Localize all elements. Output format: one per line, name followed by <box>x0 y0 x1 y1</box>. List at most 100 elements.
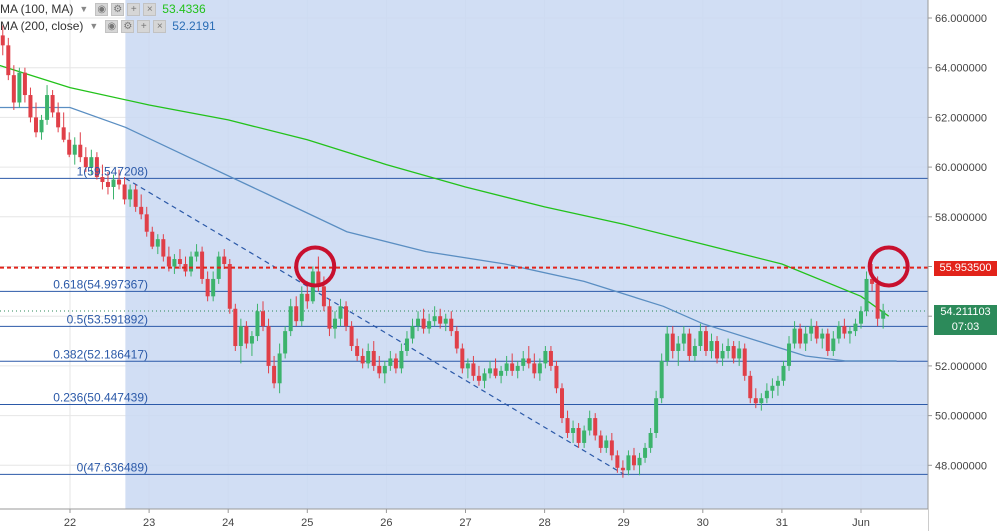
candle-body <box>753 398 758 404</box>
candle-body <box>543 350 548 364</box>
eye-icon[interactable]: ◉ <box>105 19 119 33</box>
candle-body <box>105 182 110 187</box>
candle-body <box>382 365 387 374</box>
time-axis-label: 25 <box>301 517 313 529</box>
candle-body <box>89 157 94 168</box>
add-icon[interactable]: + <box>137 19 151 33</box>
candle-body <box>172 259 177 267</box>
candle-body <box>72 144 77 155</box>
candle-body <box>404 338 409 351</box>
candle-body <box>111 179 116 187</box>
candle-body <box>344 306 349 327</box>
candle-body <box>61 127 66 140</box>
candle-body <box>515 365 520 371</box>
time-axis-label: 22 <box>64 517 76 529</box>
candle-body <box>194 251 199 257</box>
candle-body <box>703 331 708 351</box>
time-axis-panel <box>0 509 928 531</box>
candle-body <box>648 432 653 448</box>
time-axis-label: 28 <box>538 517 550 529</box>
candle-body <box>266 326 271 366</box>
close-icon[interactable]: × <box>153 19 167 33</box>
price-axis-label: 48.000000 <box>935 460 987 472</box>
close-icon[interactable]: × <box>143 2 157 16</box>
settings-icon[interactable]: ⚙ <box>121 19 135 33</box>
candle-body <box>327 306 332 329</box>
candle-body <box>283 331 288 354</box>
candle-body <box>438 316 443 324</box>
candle-body <box>488 368 493 374</box>
candle-body <box>853 323 858 332</box>
candle-body <box>355 346 360 356</box>
settings-icon[interactable]: ⚙ <box>111 2 125 16</box>
candle-body <box>305 293 310 302</box>
candle-body <box>742 348 747 376</box>
candle-body <box>643 447 648 458</box>
price-axis-label: 66.000000 <box>935 13 987 25</box>
candle-body <box>94 157 99 178</box>
candle-body <box>100 177 105 183</box>
candle-body <box>316 271 321 287</box>
candle-body <box>775 380 780 386</box>
candle-body <box>499 370 504 376</box>
candle-body <box>277 353 282 384</box>
candle-body <box>582 430 587 443</box>
candle-body <box>471 363 476 376</box>
fibonacci-label: 0.236(50.447439) <box>53 390 148 404</box>
candle-body <box>432 316 437 322</box>
candle-body <box>620 467 625 471</box>
highlight-circle <box>294 245 337 288</box>
resistance-price-tag: 55.953500 <box>934 261 997 276</box>
candle-body <box>321 286 326 307</box>
price-axis-label: 64.000000 <box>935 63 987 75</box>
candle-body <box>521 358 526 366</box>
candle-body <box>449 318 454 332</box>
eye-icon[interactable]: ◉ <box>95 2 109 16</box>
candles-group <box>0 25 886 478</box>
price-axis-label: 50.000000 <box>935 411 987 423</box>
candle-body <box>576 428 581 443</box>
candle-body <box>166 256 171 267</box>
fibonacci-label: 0.382(52.186417) <box>53 347 148 361</box>
candle-body <box>83 157 88 168</box>
candle-body <box>139 206 144 215</box>
candle-body <box>637 457 642 466</box>
time-axis-label: 29 <box>618 517 630 529</box>
candle-body <box>0 35 5 46</box>
chevron-down-icon[interactable]: ▼ <box>89 21 99 31</box>
candle-body <box>244 326 249 344</box>
add-icon[interactable]: + <box>127 2 141 16</box>
candle-body <box>410 326 415 339</box>
legend-ma100-value: 53.4336 <box>162 2 206 16</box>
candle-body <box>532 363 537 374</box>
chevron-down-icon[interactable]: ▼ <box>79 4 89 14</box>
candle-body <box>565 418 570 433</box>
candle-body <box>360 355 365 364</box>
candle-body <box>875 283 880 319</box>
candle-body <box>659 360 664 399</box>
candle-body <box>692 346 697 356</box>
last-price-tag: 54.211103 <box>934 305 997 320</box>
candle-body <box>465 363 470 369</box>
candle-body <box>11 75 16 103</box>
candle-body <box>128 189 133 200</box>
candle-body <box>294 306 299 322</box>
candle-body <box>6 45 11 76</box>
candle-body <box>177 259 182 265</box>
candle-body <box>393 358 398 369</box>
candle-body <box>881 311 886 319</box>
price-axis-label: 52.000000 <box>935 361 987 373</box>
candle-body <box>155 239 160 247</box>
candle-body <box>631 455 636 466</box>
candle-body <box>388 358 393 366</box>
candle-body <box>670 333 675 351</box>
candle-body <box>222 256 227 265</box>
candle-body <box>366 350 371 364</box>
candle-body <box>504 363 509 371</box>
legend-ma100-label: MA (100, MA) <box>0 2 74 16</box>
fibonacci-label: 0.618(54.997367) <box>53 277 148 291</box>
candle-body <box>609 440 614 456</box>
candle-body <box>272 365 277 384</box>
candle-body <box>687 333 692 356</box>
